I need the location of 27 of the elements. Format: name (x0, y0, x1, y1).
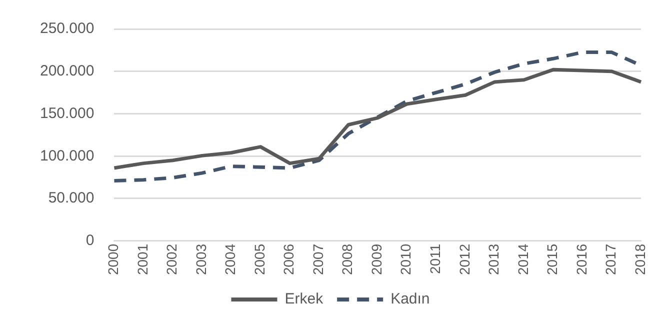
x-tick-label: 2002 (164, 244, 180, 276)
x-tick-label: 2001 (134, 244, 150, 276)
x-tick-label: 2017 (602, 244, 619, 276)
x-tick-label: 2006 (280, 244, 297, 276)
x-tick-label: 2010 (398, 244, 414, 276)
x-tick-label: 2000 (105, 244, 122, 276)
x-tick-label: 2013 (486, 244, 502, 276)
y-tick-label: 0 (86, 232, 94, 249)
legend-label: Erkek (284, 290, 324, 308)
x-tick-label: 2018 (632, 244, 648, 276)
y-tick-label: 200.000 (40, 62, 94, 80)
x-tick-label: 2015 (544, 244, 560, 276)
y-tick-label: 250.000 (40, 20, 94, 38)
legend-label: Kadın (390, 290, 430, 308)
x-tick-label: 2003 (192, 244, 209, 276)
x-tick-label: 2004 (222, 244, 238, 276)
x-tick-label: 2016 (573, 244, 590, 276)
x-tick-label: 2012 (456, 244, 472, 276)
x-tick-label: 2011 (427, 244, 443, 274)
x-tick-label: 2014 (514, 244, 531, 276)
y-tick-label: 100.000 (40, 147, 94, 164)
y-tick-label: 150.000 (40, 104, 94, 122)
y-tick-label: 50.000 (48, 190, 94, 207)
x-tick-label: 2007 (310, 244, 326, 276)
x-tick-label: 2009 (368, 244, 384, 276)
x-tick-label: 2005 (251, 244, 268, 276)
x-tick-label: 2008 (339, 244, 356, 276)
